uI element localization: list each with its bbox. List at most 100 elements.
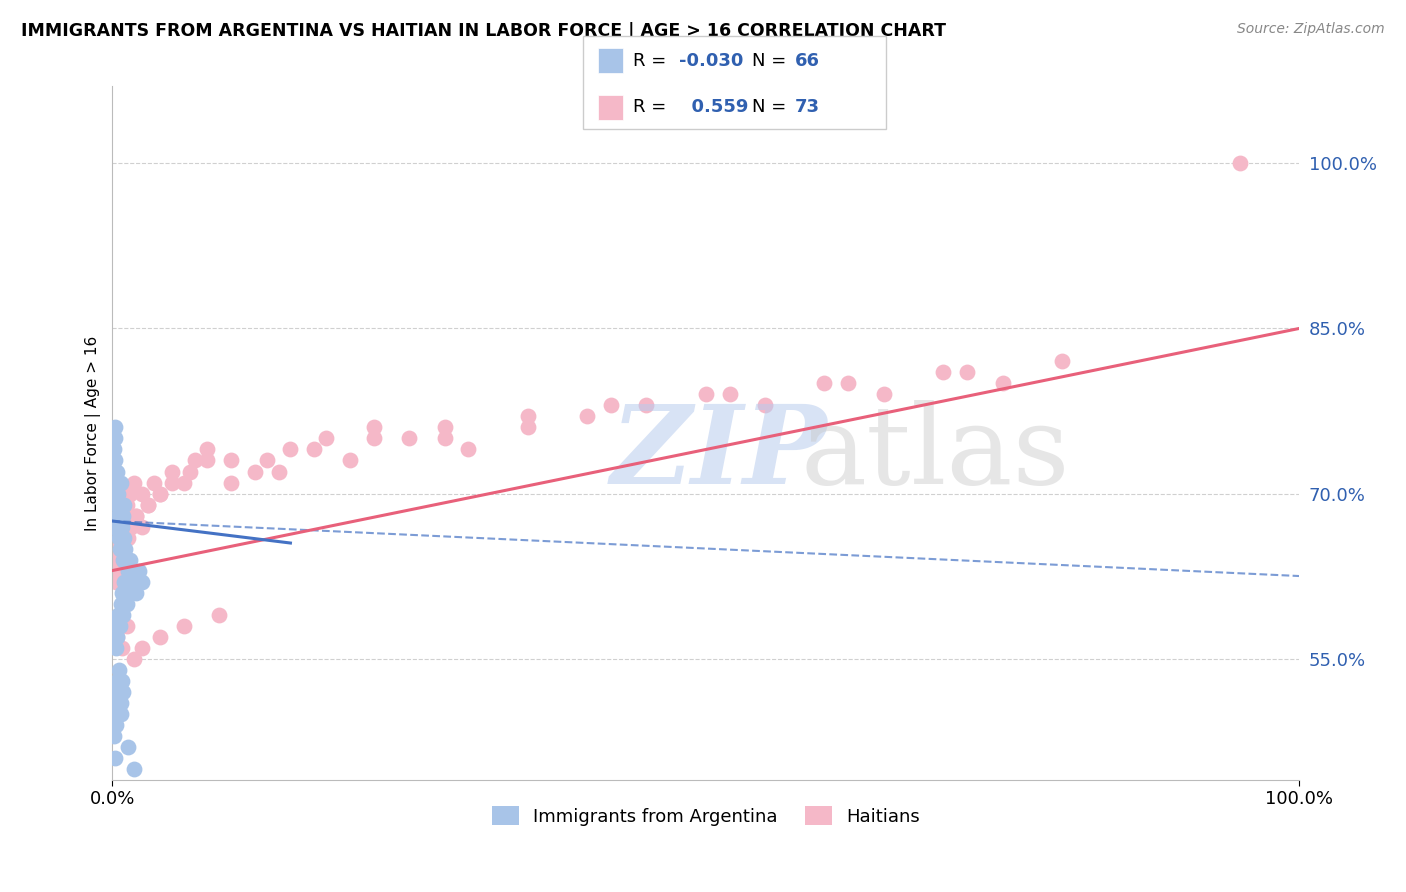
Point (111, 519, 134, 533)
Point (576, 409, 599, 424)
Point (195, 442, 218, 457)
Point (754, 399, 776, 413)
Point (111, 585, 134, 599)
Point (122, 475, 145, 490)
Point (219, 453, 242, 467)
Point (104, 453, 127, 467)
Text: 73: 73 (794, 98, 820, 116)
Point (111, 673, 134, 688)
Point (110, 508, 132, 523)
Point (179, 465, 201, 479)
Point (120, 564, 142, 578)
Point (599, 399, 621, 413)
Point (122, 651, 145, 665)
Point (104, 640, 127, 655)
Point (112, 541, 135, 556)
Point (1050, 354, 1073, 368)
Point (111, 541, 134, 556)
Point (339, 453, 361, 467)
Point (112, 531, 135, 545)
Point (112, 574, 135, 589)
Point (128, 564, 150, 578)
Point (104, 750, 127, 764)
Point (516, 409, 538, 424)
Point (107, 706, 129, 721)
Text: R =: R = (633, 52, 672, 70)
Point (105, 531, 128, 545)
Point (115, 552, 138, 566)
Point (108, 663, 131, 677)
Text: Source: ZipAtlas.com: Source: ZipAtlas.com (1237, 22, 1385, 37)
Point (267, 465, 290, 479)
Point (160, 465, 183, 479)
Point (104, 717, 127, 731)
Point (315, 432, 337, 446)
Point (110, 597, 132, 611)
Point (107, 508, 129, 523)
Point (932, 366, 955, 380)
Point (111, 640, 134, 655)
Point (184, 453, 207, 467)
Point (120, 552, 142, 566)
Point (118, 574, 141, 589)
Point (956, 366, 979, 380)
Point (105, 630, 128, 644)
Point (115, 597, 138, 611)
Text: N =: N = (752, 52, 792, 70)
Point (105, 498, 128, 512)
Text: R =: R = (633, 98, 672, 116)
Point (117, 564, 139, 578)
Point (219, 475, 242, 490)
Point (107, 607, 129, 622)
Point (107, 696, 129, 710)
Point (363, 420, 385, 434)
Point (108, 618, 131, 632)
Point (110, 706, 132, 721)
Point (695, 387, 717, 401)
Point (122, 574, 145, 589)
Point (813, 376, 835, 391)
Point (112, 519, 135, 533)
Point (173, 618, 195, 632)
Point (108, 541, 131, 556)
Point (142, 475, 165, 490)
Point (173, 475, 195, 490)
Point (104, 574, 127, 589)
Point (110, 696, 132, 710)
Point (125, 508, 148, 523)
Point (433, 432, 456, 446)
Point (107, 564, 129, 578)
Point (131, 640, 153, 655)
Point (837, 376, 859, 391)
Text: 66: 66 (794, 52, 820, 70)
Point (457, 442, 479, 457)
Point (131, 519, 153, 533)
Point (104, 541, 127, 556)
Point (125, 585, 148, 599)
Point (108, 519, 131, 533)
Text: N =: N = (752, 98, 792, 116)
Point (108, 498, 131, 512)
Point (110, 531, 132, 545)
Point (107, 486, 129, 500)
Point (149, 486, 172, 500)
Point (104, 432, 127, 446)
Point (208, 607, 231, 622)
Point (636, 399, 658, 413)
Point (117, 531, 139, 545)
Point (103, 729, 125, 743)
Point (125, 508, 148, 523)
Text: 0.559: 0.559 (679, 98, 748, 116)
Point (873, 387, 896, 401)
Point (256, 453, 278, 467)
Point (131, 574, 153, 589)
Text: IMMIGRANTS FROM ARGENTINA VS HAITIAN IN LABOR FORCE | AGE > 16 CORRELATION CHART: IMMIGRANTS FROM ARGENTINA VS HAITIAN IN … (21, 22, 946, 40)
Point (108, 684, 131, 698)
Point (112, 607, 135, 622)
Legend: Immigrants from Argentina, Haitians: Immigrants from Argentina, Haitians (485, 799, 927, 833)
Point (104, 465, 127, 479)
Point (107, 519, 129, 533)
Point (110, 475, 132, 490)
Point (105, 475, 128, 490)
Text: ZIP: ZIP (610, 400, 828, 508)
